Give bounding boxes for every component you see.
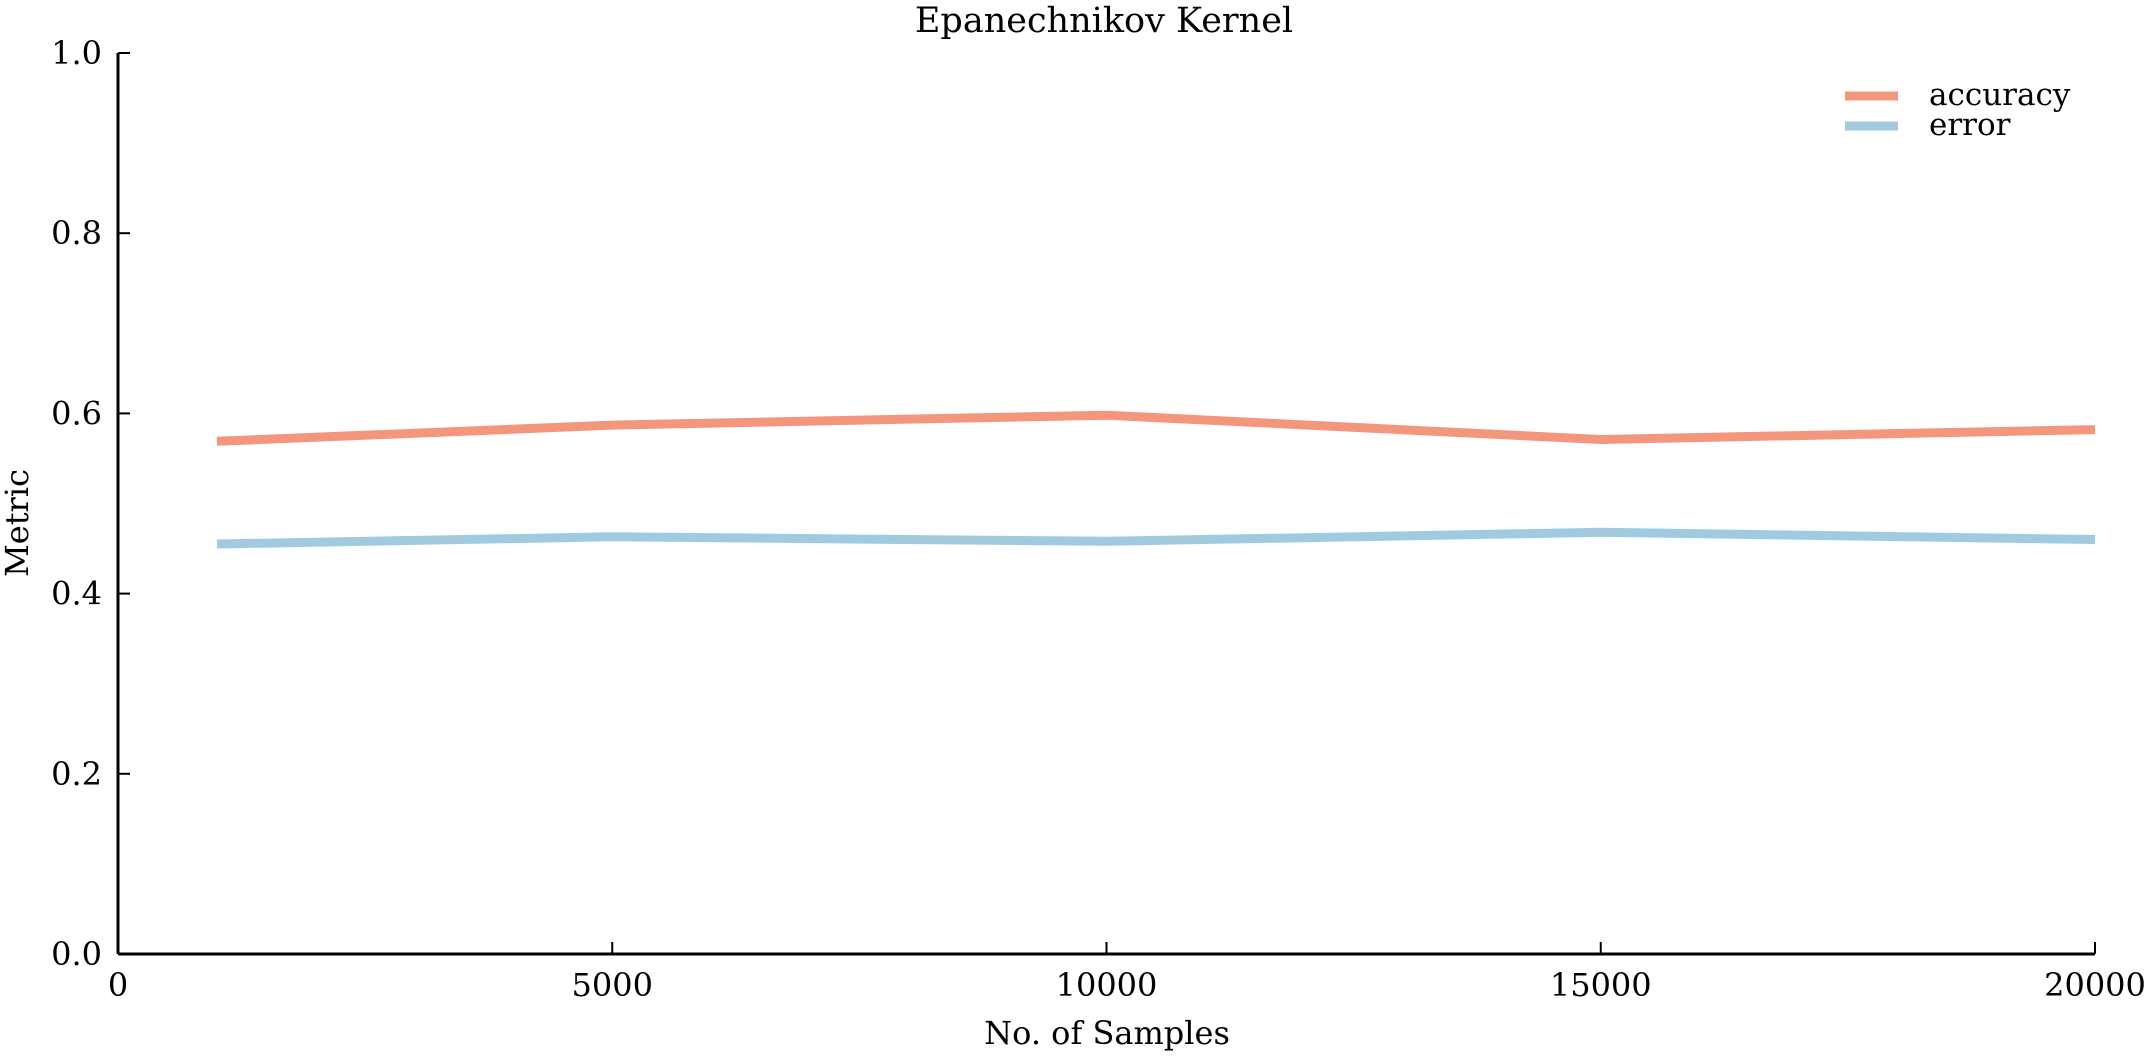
x-tick-label: 20000 (2044, 966, 2144, 1004)
y-tick-label: 0.8 (51, 214, 102, 252)
y-tick-label: 1.0 (51, 34, 102, 72)
x-tick-label: 15000 (1550, 966, 1652, 1004)
y-axis-label: Metric (0, 469, 36, 577)
x-axis-label: No. of Samples (984, 1014, 1230, 1052)
series-line-accuracy (217, 415, 2095, 441)
y-tick-label: 0.6 (51, 394, 102, 432)
y-tick-label: 0.2 (51, 755, 102, 793)
chart-title: Epanechnikov Kernel (915, 1, 1293, 41)
x-tick-label: 5000 (572, 966, 653, 1004)
plot-area (217, 415, 2095, 544)
x-tick-label: 10000 (1056, 966, 1158, 1004)
y-tick-label: 0.4 (51, 575, 102, 613)
x-tick-label: 0 (108, 966, 128, 1004)
legend-label-error: error (1929, 107, 2011, 143)
y-tick-label: 0.0 (51, 935, 102, 973)
series-line-error (217, 532, 2095, 544)
axes: 0.0 0.2 0.4 0.6 0.8 1.0 0 5000 10000 15000 20000 (51, 34, 2144, 1004)
